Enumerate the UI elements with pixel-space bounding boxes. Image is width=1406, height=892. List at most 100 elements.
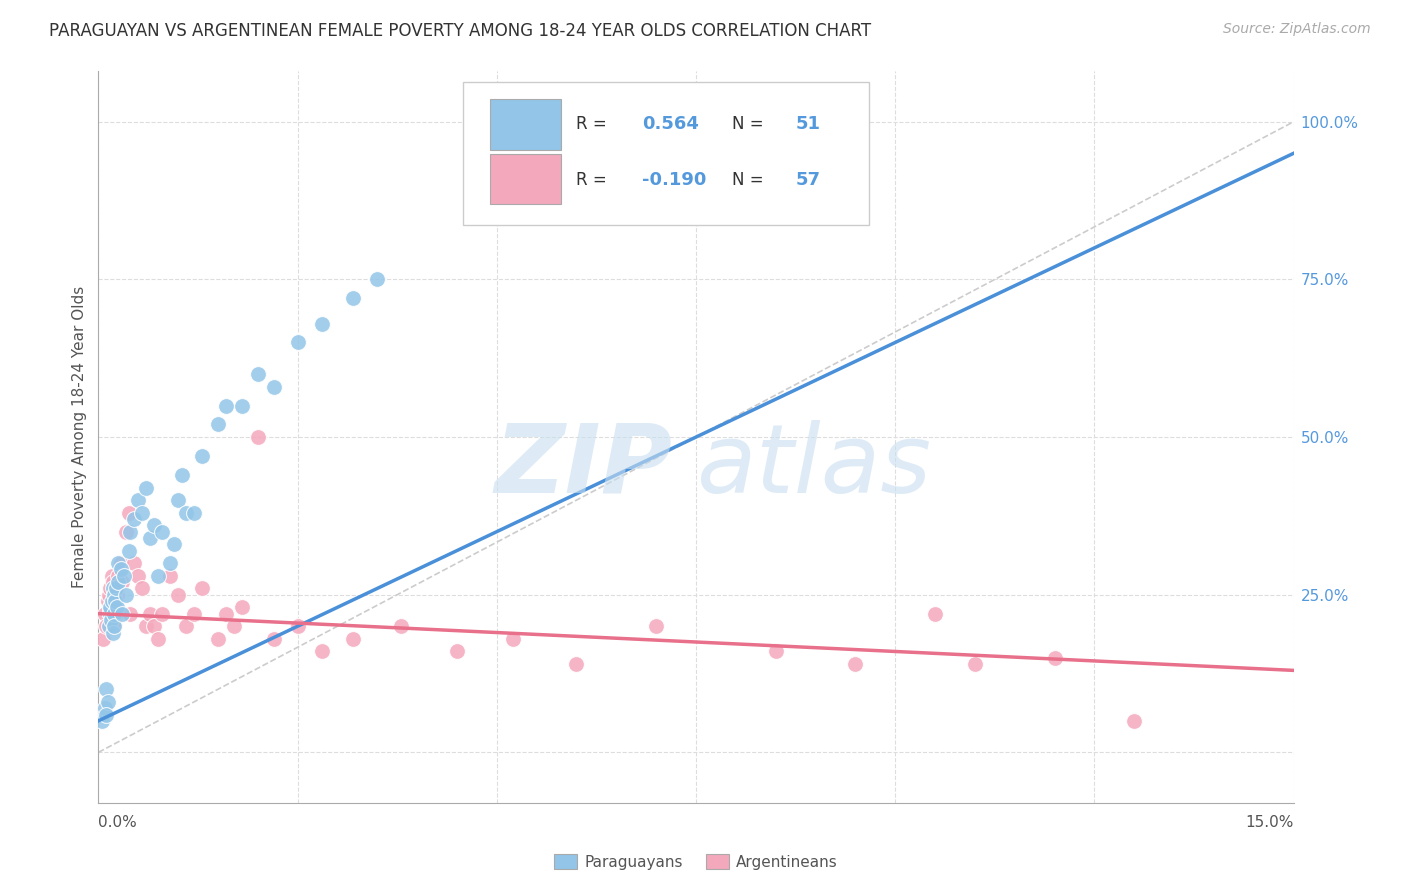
Point [107, 556, 129, 570]
Point [103, 588, 125, 602]
Point [104, 607, 127, 621]
Point [98, 607, 121, 621]
Point [98, 582, 122, 596]
Point [101, 569, 124, 583]
Point [118, 543, 141, 558]
Point [94, 701, 117, 715]
Text: R =: R = [576, 115, 607, 133]
Point [120, 524, 142, 539]
Text: 15.0%: 15.0% [1246, 815, 1294, 830]
Point [311, 317, 333, 331]
Point [103, 619, 125, 633]
Text: ZIP: ZIP [494, 420, 672, 513]
Text: Source: ZipAtlas.com: Source: ZipAtlas.com [1223, 22, 1371, 37]
Point [446, 644, 468, 658]
FancyBboxPatch shape [491, 154, 561, 204]
Point [215, 399, 238, 413]
Point [342, 632, 364, 646]
Text: 0.564: 0.564 [643, 115, 699, 133]
Point [127, 569, 149, 583]
Point [148, 632, 170, 646]
Point [389, 619, 412, 633]
Point [287, 335, 309, 350]
Point [246, 430, 269, 444]
Point [104, 594, 127, 608]
Point [101, 582, 124, 596]
Point [366, 272, 388, 286]
Point [159, 569, 181, 583]
Point [163, 537, 186, 551]
Point [96, 707, 118, 722]
Point [342, 291, 364, 305]
Point [924, 607, 946, 621]
Text: N =: N = [733, 115, 763, 133]
Text: PARAGUAYAN VS ARGENTINEAN FEMALE POVERTY AMONG 18-24 YEAR OLDS CORRELATION CHART: PARAGUAYAN VS ARGENTINEAN FEMALE POVERTY… [49, 22, 872, 40]
Point [135, 619, 157, 633]
Point [107, 575, 129, 590]
Point [105, 588, 128, 602]
Point [191, 449, 214, 463]
Point [96, 682, 118, 697]
Point [143, 619, 166, 633]
Point [183, 506, 205, 520]
Point [565, 657, 588, 671]
Point [131, 506, 153, 520]
FancyBboxPatch shape [463, 82, 869, 225]
Point [191, 582, 214, 596]
Point [174, 506, 197, 520]
Point [101, 594, 124, 608]
Point [502, 632, 524, 646]
Point [139, 531, 162, 545]
Point [207, 632, 229, 646]
Legend: Paraguayans, Argentineans: Paraguayans, Argentineans [548, 847, 844, 876]
Text: N =: N = [733, 170, 763, 188]
Point [115, 588, 138, 602]
Point [143, 518, 166, 533]
Point [97, 695, 120, 709]
Point [100, 613, 122, 627]
Point [104, 582, 127, 596]
Point [103, 607, 125, 621]
Point [98, 600, 122, 615]
Point [101, 575, 124, 590]
Point [183, 607, 205, 621]
Point [222, 619, 245, 633]
Point [1043, 650, 1066, 665]
Point [97, 594, 120, 608]
Y-axis label: Female Poverty Among 18-24 Year Olds: Female Poverty Among 18-24 Year Olds [72, 286, 87, 588]
Point [115, 524, 138, 539]
Point [118, 506, 141, 520]
Point [645, 619, 668, 633]
Point [148, 569, 170, 583]
Point [110, 562, 132, 576]
Text: 57: 57 [796, 170, 820, 188]
Point [246, 367, 269, 381]
Point [103, 600, 125, 615]
Point [104, 582, 127, 596]
Point [963, 657, 986, 671]
Point [112, 569, 135, 583]
Point [215, 607, 238, 621]
Point [91, 632, 114, 646]
Point [103, 619, 125, 633]
Point [231, 399, 253, 413]
Point [98, 600, 122, 615]
Point [287, 619, 309, 633]
Point [167, 493, 190, 508]
Text: -0.190: -0.190 [643, 170, 707, 188]
Point [1123, 714, 1146, 728]
Point [97, 588, 120, 602]
Point [167, 588, 190, 602]
Point [91, 714, 114, 728]
Point [124, 556, 146, 570]
Point [207, 417, 229, 432]
Point [174, 619, 197, 633]
Point [139, 607, 162, 621]
Point [150, 524, 173, 539]
Point [124, 512, 146, 526]
Point [311, 644, 333, 658]
Point [97, 619, 120, 633]
Text: atlas: atlas [696, 420, 931, 513]
Point [107, 569, 129, 583]
Point [765, 644, 787, 658]
